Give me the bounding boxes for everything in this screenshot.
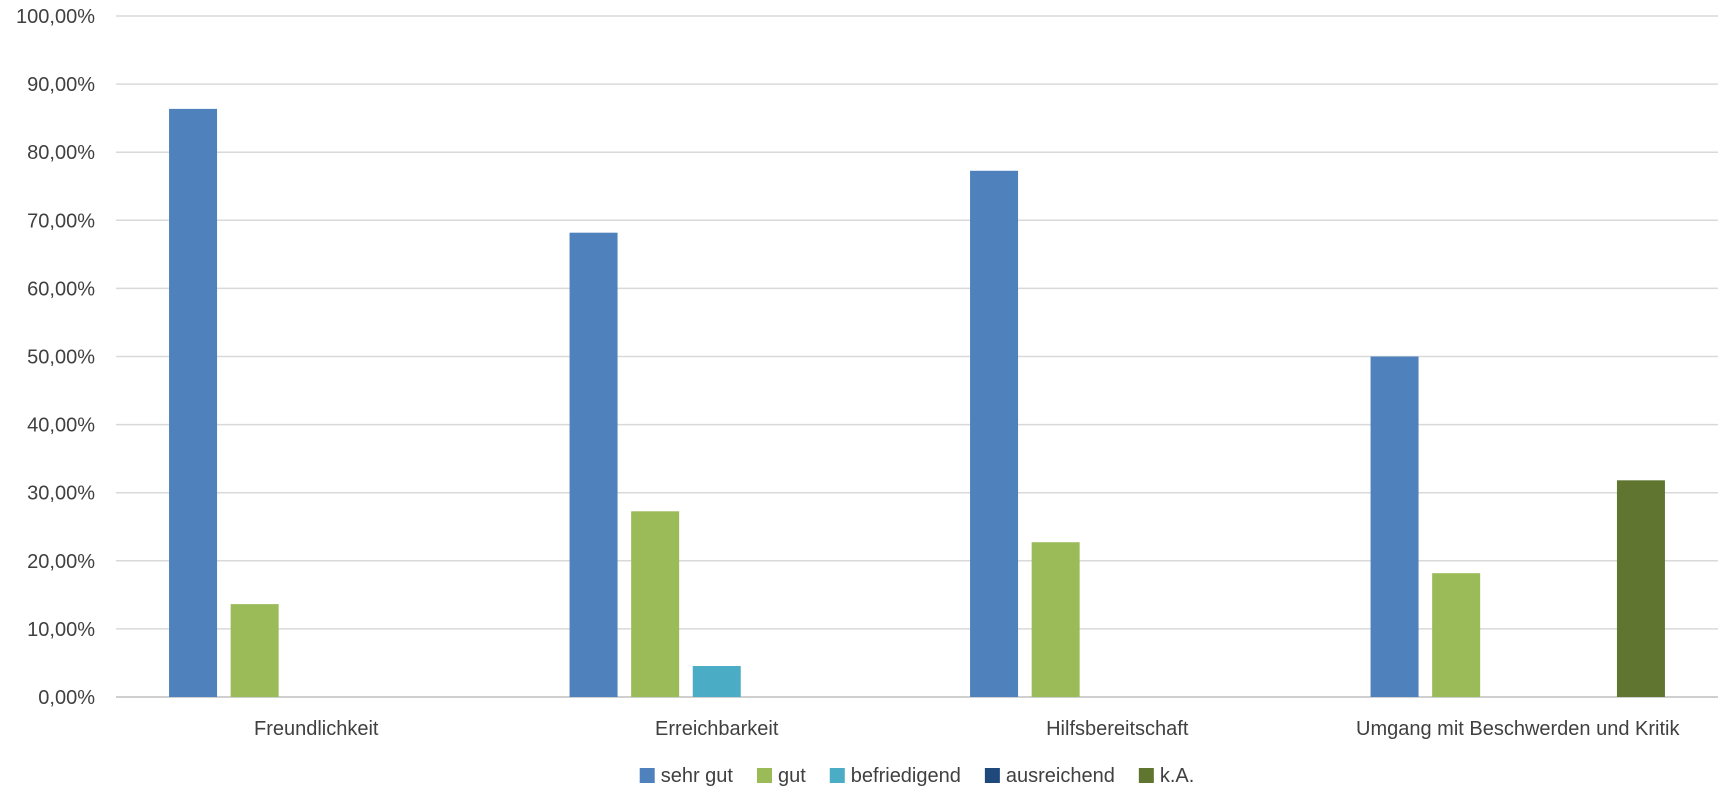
bar bbox=[1432, 573, 1481, 697]
y-tick-label: 20,00% bbox=[27, 551, 95, 573]
bar bbox=[1616, 480, 1665, 697]
legend-item: sehr gut bbox=[639, 765, 734, 787]
bar bbox=[970, 170, 1019, 697]
legend-swatch bbox=[639, 768, 655, 783]
bar bbox=[631, 511, 680, 697]
x-category-label: Hilfsbereitschaft bbox=[1046, 718, 1189, 740]
y-tick-label: 40,00% bbox=[27, 415, 95, 437]
legend-label: gut bbox=[778, 765, 806, 787]
y-tick-label: 10,00% bbox=[27, 619, 95, 641]
legend-swatch bbox=[1138, 768, 1154, 783]
y-tick-label: 80,00% bbox=[27, 142, 95, 164]
y-tick-label: 0,00% bbox=[38, 687, 95, 709]
bar bbox=[692, 666, 741, 697]
y-axis-tick-labels: 0,00% 10,00% 20,00% 30,00% 40,00% 50,00% 60,00… bbox=[16, 6, 95, 709]
bars bbox=[169, 108, 1665, 697]
legend: sehr gut gut befriedigend ausreichend k.A. bbox=[639, 765, 1194, 787]
bar bbox=[169, 108, 218, 697]
y-tick-label: 30,00% bbox=[27, 483, 95, 505]
legend-label: ausreichend bbox=[1006, 765, 1115, 787]
bar bbox=[1370, 356, 1419, 697]
y-tick-label: 90,00% bbox=[27, 74, 95, 96]
bar bbox=[1031, 542, 1080, 697]
bar bbox=[230, 604, 279, 697]
y-tick-label: 50,00% bbox=[27, 347, 95, 369]
y-tick-label: 60,00% bbox=[27, 278, 95, 300]
x-category-label: Umgang mit Beschwerden und Kritik bbox=[1356, 718, 1680, 740]
y-tick-label: 70,00% bbox=[27, 210, 95, 232]
gridlines bbox=[116, 15, 1718, 698]
legend-label: k.A. bbox=[1160, 765, 1194, 787]
legend-swatch bbox=[829, 768, 845, 783]
x-axis-category-labels: Freundlichkeit Erreichbarkeit Hilfsbereits… bbox=[254, 718, 1680, 740]
legend-swatch bbox=[756, 768, 772, 783]
legend-swatch bbox=[984, 768, 1000, 783]
legend-item: befriedigend bbox=[829, 765, 961, 787]
bar bbox=[569, 232, 618, 697]
x-category-label: Freundlichkeit bbox=[254, 718, 379, 740]
y-tick-label: 100,00% bbox=[16, 6, 95, 28]
legend-label: sehr gut bbox=[661, 765, 734, 787]
x-category-label: Erreichbarkeit bbox=[655, 718, 779, 740]
legend-label: befriedigend bbox=[851, 765, 961, 787]
legend-item: gut bbox=[756, 765, 806, 787]
legend-item: k.A. bbox=[1138, 765, 1194, 787]
legend-item: ausreichend bbox=[984, 765, 1115, 787]
